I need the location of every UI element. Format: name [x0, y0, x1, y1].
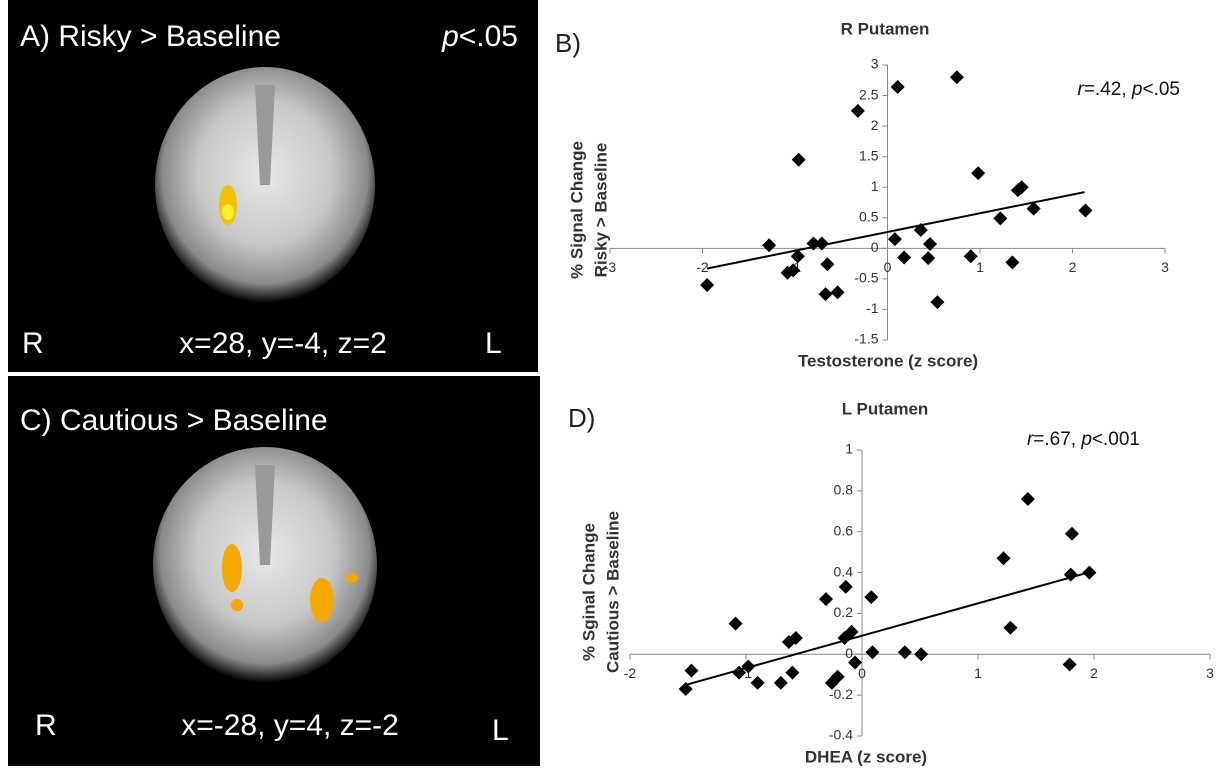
annotation-part: p	[1131, 79, 1143, 100]
data-point	[819, 287, 833, 301]
y-axis-label: Risky > Baseline	[591, 143, 610, 278]
y-tick-label: -0.5	[854, 270, 878, 286]
data-point	[997, 551, 1011, 565]
y-tick-label: 0.4	[834, 563, 854, 579]
x-tick-label: 0	[884, 259, 892, 275]
data-point	[921, 251, 935, 265]
annotation-part: =.67,	[1033, 429, 1081, 450]
data-point	[993, 211, 1007, 225]
data-point	[888, 232, 902, 246]
y-tick-label: 0	[871, 239, 879, 255]
side-label: R	[22, 327, 44, 360]
panel-title: A) Risky > Baseline	[20, 20, 281, 53]
annotation-part: <.05	[1142, 79, 1180, 100]
y-tick-label: 1.5	[859, 147, 879, 163]
side-label: R	[35, 709, 57, 742]
data-point	[792, 153, 806, 167]
x-tick-label: 1	[976, 259, 984, 275]
y-axis-label: % Signal Change	[567, 141, 586, 279]
data-point	[839, 580, 853, 594]
data-point	[1003, 621, 1017, 635]
stat-value: <.05	[459, 20, 518, 53]
chart-title: R Putamen	[841, 19, 930, 38]
x-tick-label: 3	[1206, 665, 1214, 681]
data-point	[762, 238, 776, 252]
data-point	[897, 251, 911, 265]
data-point	[700, 278, 714, 292]
data-point	[819, 592, 833, 606]
side-label: L	[492, 714, 509, 747]
trendline	[707, 192, 1084, 268]
panel-stat: p<.05	[441, 20, 518, 53]
y-tick-label: 0.5	[859, 208, 879, 224]
data-point	[865, 645, 879, 659]
data-point	[820, 257, 834, 271]
panel-letter: D)	[568, 403, 595, 433]
y-tick-label: 1	[845, 441, 853, 457]
activation	[310, 578, 334, 622]
y-axis-label: Cautious > Baseline	[603, 511, 622, 673]
x-axis-label: Testosterone (z score)	[798, 351, 978, 370]
data-point	[864, 590, 878, 604]
data-point	[914, 647, 928, 661]
x-tick-label: 2	[1069, 259, 1077, 275]
data-point	[729, 617, 743, 631]
panel-title: C) Cautious > Baseline	[20, 404, 328, 437]
figure: A) Risky > Baseline p<.05 R x=28, y=-4, …	[0, 0, 1219, 771]
data-point	[971, 166, 985, 180]
activation	[222, 204, 234, 220]
y-tick-label: 3	[871, 56, 879, 72]
activation	[231, 599, 243, 611]
data-point	[1005, 255, 1019, 269]
data-point	[891, 80, 905, 94]
x-tick-label: 2	[1090, 665, 1098, 681]
data-point	[923, 237, 937, 251]
annotation: r=.42, p<.05	[1078, 79, 1181, 100]
data-point	[751, 676, 765, 690]
data-point	[930, 295, 944, 309]
x-tick-label: -2	[624, 665, 637, 681]
data-point	[684, 664, 698, 678]
coordinates: x=-28, y=4, z=-2	[181, 709, 399, 742]
stat-italic: p	[441, 20, 459, 53]
chart-title: L Putamen	[842, 399, 929, 418]
y-tick-label: 0.8	[834, 482, 854, 498]
y-tick-label: 0.2	[834, 604, 854, 620]
x-tick-label: 1	[974, 665, 982, 681]
coordinates: x=28, y=-4, z=2	[179, 327, 387, 360]
annotation: r=.67, p<.001	[1027, 429, 1140, 450]
y-tick-label: -1.5	[854, 331, 878, 347]
y-tick-label: -0.4	[829, 727, 853, 743]
data-point	[851, 104, 865, 118]
x-tick-label: 3	[1161, 259, 1169, 275]
data-point	[831, 285, 845, 299]
data-point	[898, 645, 912, 659]
y-tick-label: 2.5	[859, 86, 879, 102]
annotation-part: p	[1080, 429, 1092, 450]
data-point	[785, 666, 799, 680]
y-tick-label: -1	[866, 300, 879, 316]
y-tick-label: 0.6	[834, 522, 854, 538]
side-label: L	[485, 327, 502, 360]
activation	[222, 544, 242, 592]
data-point	[950, 70, 964, 84]
data-point	[1078, 203, 1092, 217]
data-point	[774, 676, 788, 690]
annotation-part: =.42,	[1084, 79, 1132, 100]
activation	[346, 573, 358, 583]
panel-letter: B)	[555, 28, 581, 58]
data-point	[1065, 527, 1079, 541]
y-tick-label: 1	[871, 178, 879, 194]
x-tick-label: 0	[858, 665, 866, 681]
x-axis-label: DHEA (z score)	[805, 747, 927, 766]
y-tick-label: 2	[871, 117, 879, 133]
x-tick-label: -2	[696, 259, 709, 275]
annotation-part: <.001	[1092, 429, 1140, 450]
data-point	[1082, 566, 1096, 580]
data-point	[1021, 492, 1035, 506]
data-point	[1063, 658, 1077, 672]
y-axis-label: % Sginal Change	[579, 523, 598, 661]
